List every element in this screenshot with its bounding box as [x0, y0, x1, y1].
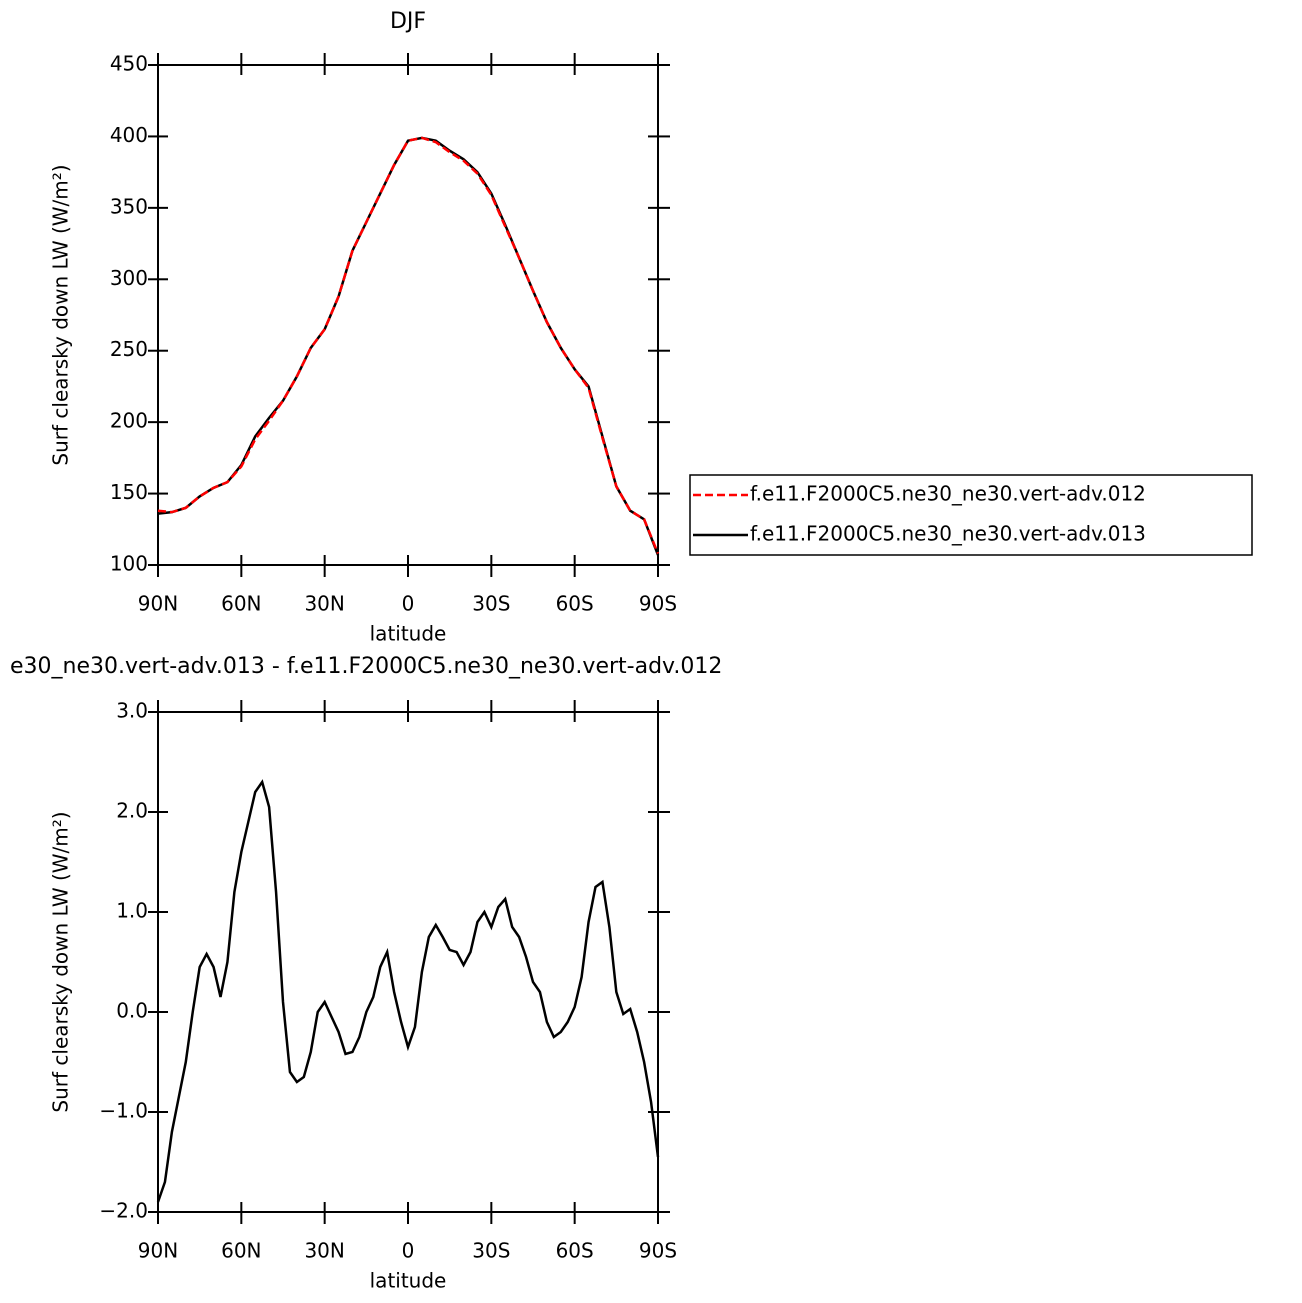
- chart-title: e30_ne30.vert-adv.013 - f.e11.F2000C5.ne…: [10, 654, 722, 679]
- x-tick-label: 90N: [138, 592, 178, 616]
- y-axis-label: Surf clearsky down LW (W/m²): [49, 811, 73, 1112]
- y-tick-label: 100: [110, 552, 148, 576]
- chart-title: DJF: [390, 9, 426, 34]
- y-tick-label: 2.0: [116, 799, 148, 823]
- y-tick-label: 300: [110, 266, 148, 290]
- legend-box: [689, 474, 1253, 556]
- y-tick-label: 3.0: [116, 699, 148, 723]
- x-axis-label: latitude: [370, 1269, 447, 1293]
- plot-frame: [157, 711, 659, 1213]
- y-tick-label: 1.0: [116, 899, 148, 923]
- y-tick-label: 150: [110, 480, 148, 504]
- x-tick-label: 90S: [639, 592, 677, 616]
- x-tick-label: 60N: [221, 1239, 261, 1263]
- x-tick-label: 60S: [556, 592, 594, 616]
- x-tick-label: 30N: [304, 1239, 344, 1263]
- x-tick-label: 0: [402, 1239, 415, 1263]
- x-axis-label: latitude: [370, 622, 447, 646]
- x-tick-label: 90S: [639, 1239, 677, 1263]
- y-tick-label: 350: [110, 194, 148, 218]
- x-tick-label: 0: [402, 592, 415, 616]
- y-tick-label: 200: [110, 409, 148, 433]
- x-tick-label: 30S: [472, 1239, 510, 1263]
- x-tick-label: 30N: [304, 592, 344, 616]
- x-tick-label: 90N: [138, 1239, 178, 1263]
- y-tick-label: −2.0: [99, 1199, 148, 1223]
- data-line: [157, 136, 660, 555]
- x-tick-label: 30S: [472, 592, 510, 616]
- plot-frame: [157, 64, 659, 566]
- x-tick-label: 60N: [221, 592, 261, 616]
- data-line: [157, 136, 660, 556]
- legend-label: f.e11.F2000C5.ne30_ne30.vert-adv.013: [750, 522, 1146, 546]
- x-tick-label: 60S: [556, 1239, 594, 1263]
- y-tick-label: −1.0: [99, 1099, 148, 1123]
- y-tick-label: 400: [110, 123, 148, 147]
- y-axis-label: Surf clearsky down LW (W/m²): [49, 164, 73, 465]
- data-line: [156, 779, 660, 1203]
- y-tick-label: 0.0: [116, 999, 148, 1023]
- legend-label: f.e11.F2000C5.ne30_ne30.vert-adv.012: [750, 482, 1146, 506]
- y-tick-label: 450: [110, 52, 148, 76]
- y-tick-label: 250: [110, 337, 148, 361]
